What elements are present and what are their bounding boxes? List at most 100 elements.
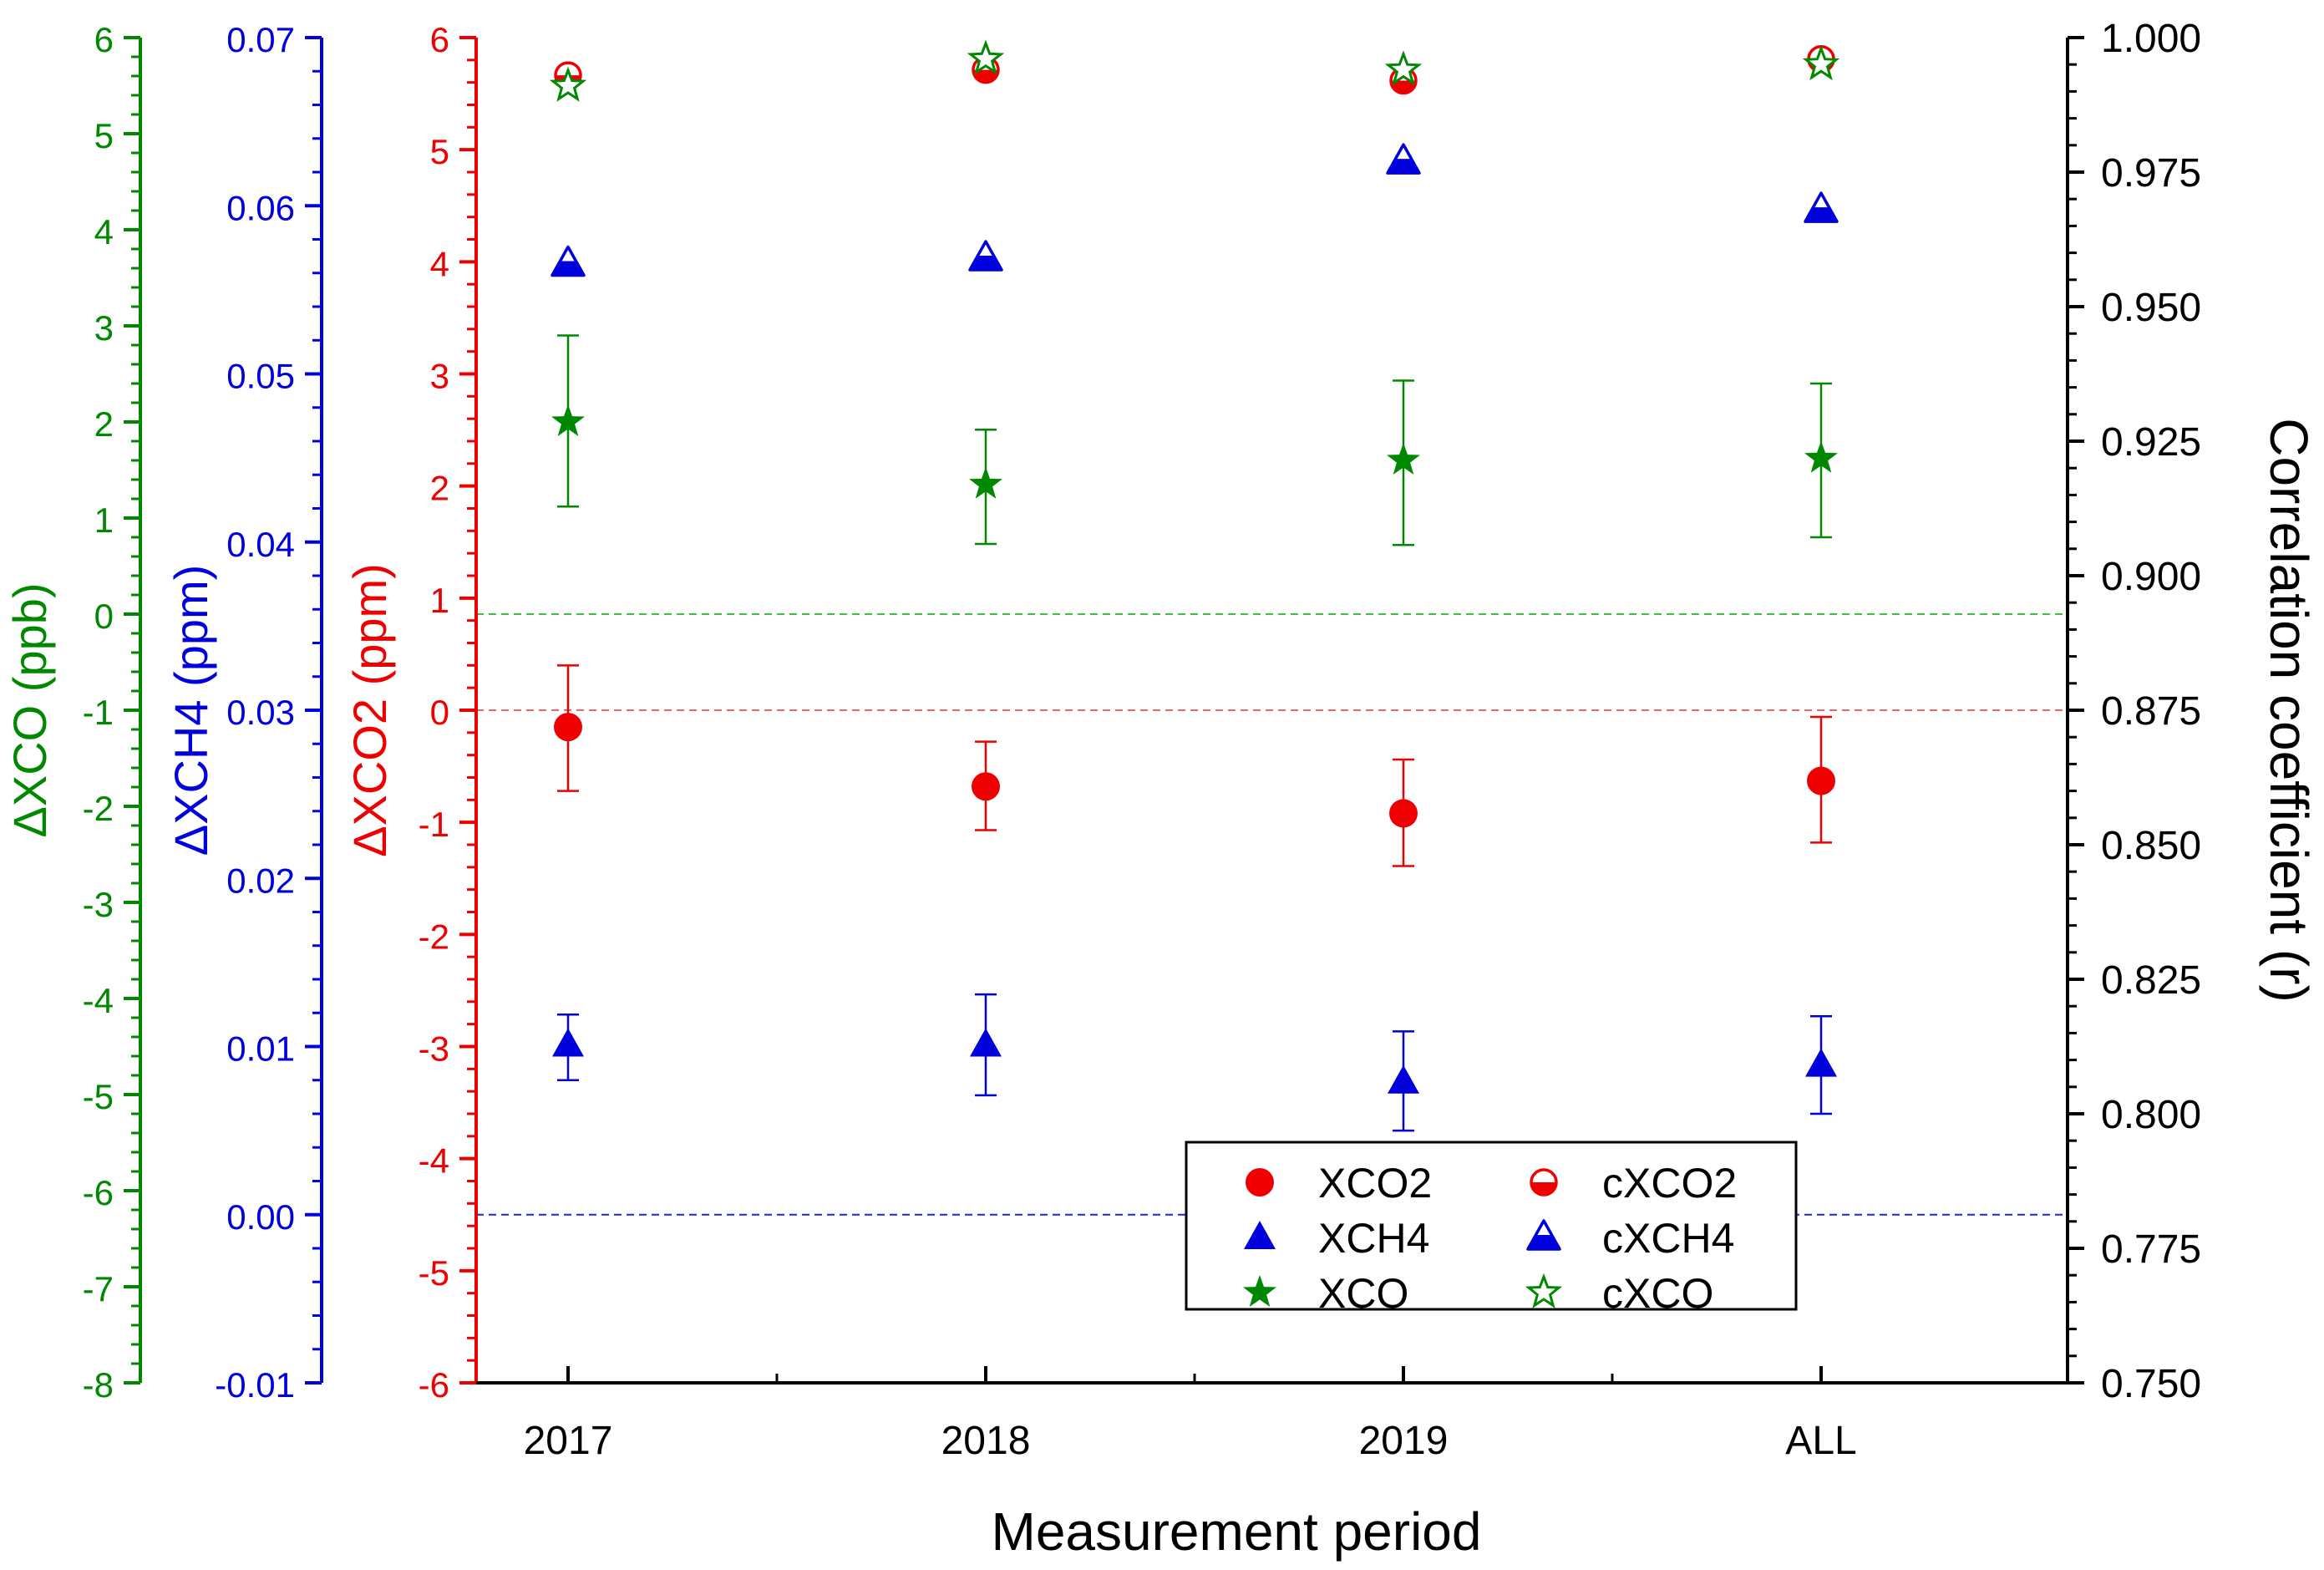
legend-marker <box>1526 1219 1561 1251</box>
y-tick-label-xco2: -5 <box>419 1253 449 1293</box>
y-axis-title-xco2: ΔXCO2 (ppm) <box>343 563 396 857</box>
y-tick-label-corr: 0.950 <box>2101 286 2201 330</box>
legend-marker <box>1246 1168 1274 1197</box>
y-tick-label-xco2: -3 <box>419 1029 449 1069</box>
legend-entry-cxco: cXCO <box>1525 1270 1713 1317</box>
point-xch4 <box>1805 1048 1837 1077</box>
y-tick-label-xco: -3 <box>83 885 114 924</box>
point-cxco <box>549 66 587 102</box>
point-xch4 <box>552 1028 584 1057</box>
y-tick-label-xch4: 0.03 <box>226 693 295 732</box>
series-xco <box>551 334 1838 546</box>
y-tick-label-xco: 1 <box>94 500 114 540</box>
y-axis-title-xco: ΔXCO (ppb) <box>3 582 56 837</box>
legend-label: XCO2 <box>1318 1160 1432 1207</box>
point-xco2 <box>554 713 582 742</box>
y-tick-label-corr: 0.750 <box>2101 1362 2201 1406</box>
series-cxch4 <box>551 143 1839 277</box>
point-xco2 <box>1389 799 1418 828</box>
point-xch4 <box>970 1028 1002 1057</box>
y-tick-label-xco: 5 <box>94 116 114 155</box>
y-axis-title-xch4: ΔXCH4 (ppm) <box>165 565 217 856</box>
legend-label: XCO <box>1318 1270 1408 1317</box>
y-tick-label-corr: 0.850 <box>2101 824 2201 868</box>
y-tick-label-corr: 0.775 <box>2101 1227 2201 1272</box>
point-xco <box>551 404 585 436</box>
legend-entry-cxco2: cXCO2 <box>1530 1160 1737 1207</box>
y-tick-label-xch4: 0.04 <box>226 525 295 564</box>
point-xco <box>1804 440 1838 473</box>
y-tick-label-xco: 6 <box>94 20 114 59</box>
y-tick-label-xch4: 0.02 <box>226 861 295 900</box>
y-tick-label-corr: 0.875 <box>2101 689 2201 734</box>
y-tick-label-xco2: 1 <box>430 581 449 620</box>
y-tick-label-xch4: 0.06 <box>226 188 295 227</box>
y-tick-label-xco: -5 <box>83 1077 114 1116</box>
legend-box <box>1185 1141 1798 1311</box>
point-xco2 <box>1807 766 1835 795</box>
y-tick-label-corr: 0.925 <box>2101 420 2201 465</box>
x-tick-label: 2017 <box>524 1419 613 1463</box>
plot-area <box>476 613 2068 1216</box>
y-tick-label-xch4: -0.01 <box>215 1365 295 1405</box>
point-xco <box>1387 443 1420 475</box>
y-axis-title-corr: Correlation coefficient (r) <box>2259 418 2319 1003</box>
y-tick-label-xco: 2 <box>94 404 114 444</box>
legend-entry-xco: XCO <box>1243 1270 1408 1317</box>
x-tick-label: 2019 <box>1359 1419 1449 1463</box>
legend-marker <box>1243 1275 1276 1307</box>
y-tick-label-corr: 0.800 <box>2101 1093 2201 1137</box>
y-tick-label-corr: 0.825 <box>2101 958 2201 1003</box>
x-tick-label: ALL <box>1785 1419 1856 1463</box>
y-tick-label-xch4: 0.00 <box>226 1197 295 1237</box>
point-cxch4 <box>1804 191 1839 223</box>
x-tick-label: 2018 <box>941 1419 1031 1463</box>
y-tick-label-xco2: -2 <box>419 917 449 956</box>
legend-marker <box>1530 1168 1558 1197</box>
y-tick-label-xco2: -4 <box>419 1141 449 1181</box>
legend-marker <box>1525 1273 1563 1308</box>
point-cxch4 <box>1386 143 1421 175</box>
y-tick-label-xco: 3 <box>94 308 114 348</box>
point-cxco <box>967 39 1005 75</box>
y-tick-label-xco2: 5 <box>430 132 449 171</box>
y-tick-label-xco2: 0 <box>430 693 449 732</box>
y-tick-label-xco2: 4 <box>430 244 449 283</box>
legend-label: XCH4 <box>1318 1215 1429 1262</box>
legend-marker <box>1244 1221 1276 1249</box>
legend-label: cXCO <box>1602 1270 1713 1317</box>
y-axis-xch4: 0.07 0.06 0.05 0.04 0.03 0.02 0.01 0.00 -0.01 ΔXC… <box>165 20 323 1405</box>
y-axis-xco: 6 5 4 3 2 1 0 -1 -2 -3 -4 -5 -6 -7 -8 ΔXCO (ppb) <box>3 20 142 1405</box>
legend-label: cXCH4 <box>1602 1215 1734 1262</box>
y-tick-label-xco2: 2 <box>430 469 449 508</box>
legend-entry-xco2: XCO2 <box>1246 1160 1432 1207</box>
legend-label: cXCO2 <box>1602 1160 1737 1207</box>
legend-entry-cxch4: cXCH4 <box>1526 1215 1734 1262</box>
y-tick-label-xco: -4 <box>83 981 114 1020</box>
y-axis-xco2: 6 5 4 3 2 1 0 -1 -2 -3 -4 -5 -6 ΔXCO2 (ppm) <box>343 20 478 1405</box>
legend: XCO2 cXCO2 XCH4 cXCH4 XCO cXCO <box>1185 1141 1798 1317</box>
y-tick-label-xch4: 0.01 <box>226 1029 295 1069</box>
y-tick-label-corr: 0.975 <box>2101 151 2201 196</box>
y-tick-label-xco: 0 <box>94 597 114 636</box>
y-tick-label-corr: 1.000 <box>2101 17 2201 61</box>
y-tick-label-xco2: 6 <box>430 20 449 59</box>
point-cxco <box>1802 44 1840 81</box>
y-tick-label-xco: -8 <box>83 1365 114 1405</box>
point-xco2 <box>972 772 1000 801</box>
point-cxch4 <box>551 245 586 277</box>
series-xch4 <box>552 993 1837 1132</box>
y-tick-label-xco: -6 <box>83 1173 114 1212</box>
y-tick-label-xch4: 0.05 <box>226 357 295 396</box>
y-tick-label-xco: -7 <box>83 1269 114 1308</box>
y-tick-label-xch4: 0.07 <box>226 20 295 59</box>
y-tick-label-xco: -2 <box>83 789 114 828</box>
y-axis-corr: 1.000 0.975 0.950 0.925 0.900 0.875 0.850 0.825… <box>2066 17 2319 1406</box>
series-xco2 <box>554 664 1835 867</box>
legend-entry-xch4: XCH4 <box>1244 1215 1429 1262</box>
point-xco <box>969 466 1002 499</box>
y-tick-label-corr: 0.900 <box>2101 555 2201 599</box>
y-tick-label-xco2: -6 <box>419 1365 449 1405</box>
point-xch4 <box>1388 1064 1419 1094</box>
